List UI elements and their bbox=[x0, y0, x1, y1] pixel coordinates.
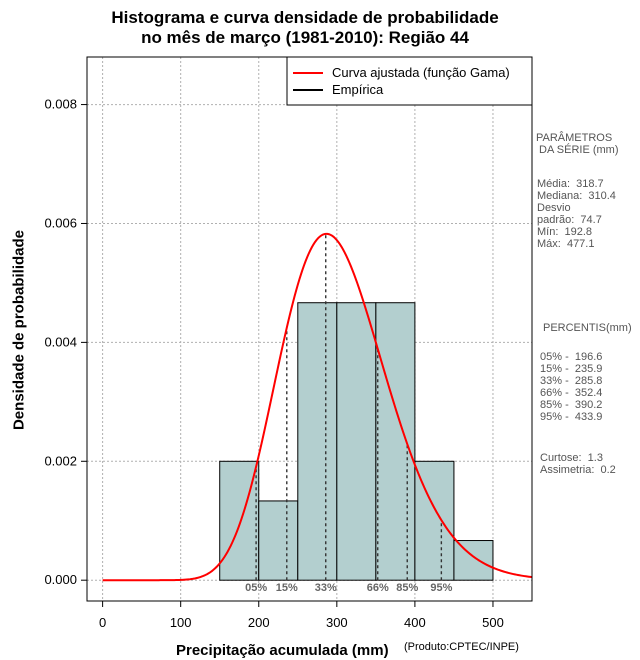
x-tick-label: 300 bbox=[326, 615, 348, 630]
chart-title: Histograma e curva densidade de probabil… bbox=[0, 8, 610, 48]
y-tick-label: 0.000 bbox=[44, 572, 77, 587]
shape-stats: Curtose: 1.3 Assimetria: 0.2 bbox=[540, 452, 616, 476]
percentile-label: 85% bbox=[396, 582, 418, 594]
product-credit: (Produto:CPTEC/INPE) bbox=[404, 641, 519, 653]
histogram-bar bbox=[336, 302, 377, 581]
percentis-title: PERCENTIS(mm) bbox=[543, 322, 632, 334]
histogram-bar bbox=[453, 540, 494, 581]
percentile-label: 95% bbox=[430, 582, 452, 594]
percentile-label: 05% bbox=[245, 582, 267, 594]
x-tick-label: 0 bbox=[99, 615, 106, 630]
legend-label: Empírica bbox=[332, 82, 384, 97]
y-tick-label: 0.004 bbox=[44, 334, 77, 349]
x-axis-label: Precipitação acumulada (mm) bbox=[176, 642, 389, 659]
histogram-bar bbox=[375, 302, 416, 581]
chart-title-line1: Histograma e curva densidade de probabil… bbox=[111, 8, 499, 27]
percentile-label: 66% bbox=[367, 582, 389, 594]
legend-box bbox=[286, 56, 533, 106]
y-tick-label: 0.002 bbox=[44, 453, 77, 468]
x-tick-label: 100 bbox=[170, 615, 192, 630]
params-title: PARÂMETROS DA SÉRIE (mm) bbox=[536, 132, 619, 156]
x-tick-label: 400 bbox=[404, 615, 426, 630]
legend-label: Curva ajustada (função Gama) bbox=[332, 65, 510, 80]
y-tick-label: 0.006 bbox=[44, 215, 77, 230]
percentile-label: 15% bbox=[276, 582, 298, 594]
x-tick-label: 500 bbox=[482, 615, 504, 630]
y-axis-label: Densidade de probabilidade bbox=[10, 229, 28, 431]
histogram-bar bbox=[258, 500, 299, 581]
fitted-gamma-curve bbox=[102, 232, 532, 582]
histogram-bar bbox=[297, 302, 338, 581]
y-tick-label: 0.008 bbox=[44, 97, 77, 112]
legend: Curva ajustada (função Gama) Empírica bbox=[286, 56, 533, 106]
percentile-label: 33% bbox=[315, 582, 337, 594]
x-tick-label: 200 bbox=[248, 615, 270, 630]
chart-title-line2: no mês de março (1981-2010): Região 44 bbox=[141, 28, 469, 47]
percentis-values: 05% - 196.6 15% - 235.9 33% - 285.8 66% … bbox=[540, 351, 603, 423]
params-values: Média: 318.7 Mediana: 310.4 Desvio padrã… bbox=[537, 178, 616, 250]
